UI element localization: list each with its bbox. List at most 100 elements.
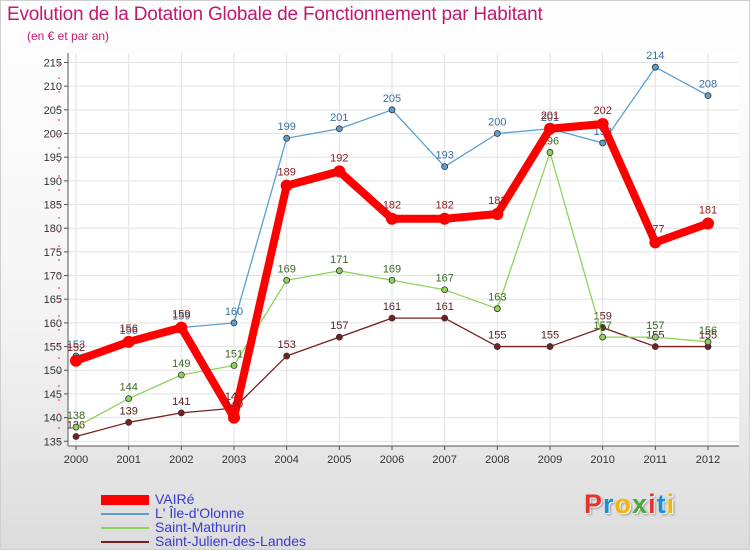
- data-label-saint-julien-des-landes: 161: [383, 301, 401, 313]
- data-label-l-le-d-olonne: 208: [699, 79, 717, 91]
- y-tick-label: 185: [44, 200, 62, 212]
- data-point-l-le-d-olonne: [441, 163, 449, 171]
- data-point-vair: [333, 165, 346, 178]
- data-label-vair: 152: [67, 342, 85, 354]
- x-tick-label: 2012: [696, 454, 720, 466]
- data-point-saint-mathurin: [651, 333, 659, 341]
- data-label-l-le-d-olonne: 153: [67, 339, 85, 351]
- data-point-l-le-d-olonne: [493, 130, 501, 137]
- proxiti-logo: Proxiti: [584, 489, 676, 519]
- legend-label-ile-d-olonne: L' Île-d'Olonne: [155, 505, 245, 521]
- plot-area: [68, 53, 739, 446]
- data-point-saint-julien-des-landes: [493, 343, 501, 350]
- chart-title: Evolution de la Dotation Globale de Fonc…: [7, 4, 543, 25]
- data-point-vair: [544, 122, 556, 135]
- data-label-vair: 183: [488, 195, 506, 207]
- data-point-vair: [491, 207, 504, 220]
- data-label-l-le-d-olonne: 193: [435, 150, 453, 162]
- y-tick-label: 210: [44, 81, 62, 93]
- data-label-l-le-d-olonne: 160: [225, 306, 243, 318]
- x-tick-label: 2008: [485, 454, 509, 466]
- y-tick-label: 190: [44, 176, 62, 188]
- x-tick-label: 2010: [590, 454, 614, 466]
- data-label-l-le-d-olonne: 159: [172, 311, 190, 323]
- y-tick-label: 140: [44, 413, 62, 425]
- data-point-saint-julien-des-landes: [651, 343, 659, 350]
- data-point-saint-julien-des-landes: [441, 314, 449, 322]
- x-tick-label: 2007: [432, 454, 456, 466]
- chart-subtitle: (en € et par an): [27, 29, 110, 43]
- legend-swatch-ile-d-olonne: [101, 513, 149, 515]
- data-label-saint-mathurin: 169: [277, 263, 295, 275]
- legend-label-saint-mathurin: Saint-Mathurin: [155, 519, 247, 535]
- data-label-vair: 181: [699, 204, 717, 216]
- data-point-saint-mathurin: [230, 362, 238, 369]
- data-label-saint-mathurin: 156: [699, 325, 717, 337]
- data-label-saint-julien-des-landes: 155: [699, 330, 717, 342]
- y-tick-label: 205: [44, 105, 62, 117]
- y-tick-label: 195: [44, 152, 62, 164]
- x-tick-label: 2000: [64, 454, 88, 466]
- legend-item-ile-d-olonne: L' Île-d'Olonne: [101, 505, 401, 521]
- x-tick-label: 2003: [222, 454, 246, 466]
- y-tick-label: 180: [44, 223, 62, 235]
- y-tick-label: 135: [44, 436, 62, 448]
- y-tick-label: 200: [44, 128, 62, 140]
- data-label-vair: 202: [593, 105, 611, 117]
- data-point-saint-julien-des-landes: [335, 333, 343, 341]
- data-point-vair: [702, 217, 714, 230]
- y-tick-label: 150: [44, 365, 62, 377]
- data-point-vair: [596, 118, 609, 131]
- data-point-vair: [228, 411, 240, 424]
- data-label-saint-julien-des-landes: 141: [172, 396, 190, 408]
- data-label-saint-mathurin: 157: [646, 320, 664, 332]
- data-point-l-le-d-olonne: [704, 92, 712, 100]
- x-tick-label: 2009: [538, 454, 562, 466]
- data-point-vair: [438, 212, 451, 225]
- data-label-vair: 156: [119, 323, 137, 335]
- data-point-saint-julien-des-landes: [125, 418, 133, 426]
- data-label-saint-julien-des-landes: 139: [119, 405, 137, 417]
- data-label-vair: 189: [277, 167, 295, 179]
- data-point-saint-mathurin: [283, 276, 291, 284]
- data-label-vair: 201: [541, 110, 559, 122]
- data-point-saint-julien-des-landes: [546, 343, 554, 350]
- data-label-saint-mathurin: 138: [67, 410, 85, 422]
- data-label-vair: 182: [435, 200, 453, 212]
- data-label-saint-mathurin: 144: [119, 382, 137, 394]
- x-tick-label: 2011: [644, 454, 668, 466]
- legend-item-saint-mathurin: Saint-Mathurin: [101, 519, 401, 535]
- data-point-l-le-d-olonne: [651, 63, 659, 71]
- data-point-saint-mathurin: [125, 395, 133, 403]
- data-point-saint-julien-des-landes: [72, 433, 80, 440]
- data-point-saint-julien-des-landes: [388, 314, 396, 322]
- data-label-vair: 182: [383, 200, 401, 212]
- y-tick-label: 165: [44, 294, 62, 306]
- data-point-saint-julien-des-landes: [283, 352, 291, 360]
- data-point-vair: [280, 179, 293, 192]
- data-label-saint-julien-des-landes: 155: [541, 330, 559, 342]
- y-tick-label: 215: [44, 57, 62, 69]
- data-label-vair: 159: [172, 309, 190, 321]
- data-label-l-le-d-olonne: 205: [383, 93, 401, 105]
- legend-item-vaire: VAIRé: [101, 491, 401, 507]
- data-label-vair: 140: [225, 399, 243, 411]
- data-label-saint-julien-des-landes: 157: [330, 320, 348, 332]
- x-tick-label: 2004: [274, 454, 298, 466]
- data-point-l-le-d-olonne: [335, 125, 343, 133]
- data-label-vair: 177: [646, 223, 664, 235]
- data-label-vair: 192: [330, 152, 348, 164]
- data-point-saint-mathurin: [546, 149, 554, 156]
- x-tick-label: 2006: [380, 454, 404, 466]
- y-tick-label: 170: [44, 271, 62, 283]
- x-tick-label: 2002: [169, 454, 193, 466]
- data-label-saint-julien-des-landes: 155: [488, 330, 506, 342]
- data-label-saint-julien-des-landes: 153: [277, 339, 295, 351]
- y-tick-label: 175: [44, 247, 62, 259]
- data-label-l-le-d-olonne: 156: [119, 325, 137, 337]
- y-tick-label: 155: [44, 342, 62, 354]
- legend-item-saint-julien: Saint-Julien-des-Landes: [101, 533, 401, 549]
- data-point-saint-mathurin: [72, 423, 80, 431]
- data-label-saint-mathurin: 149: [172, 358, 190, 370]
